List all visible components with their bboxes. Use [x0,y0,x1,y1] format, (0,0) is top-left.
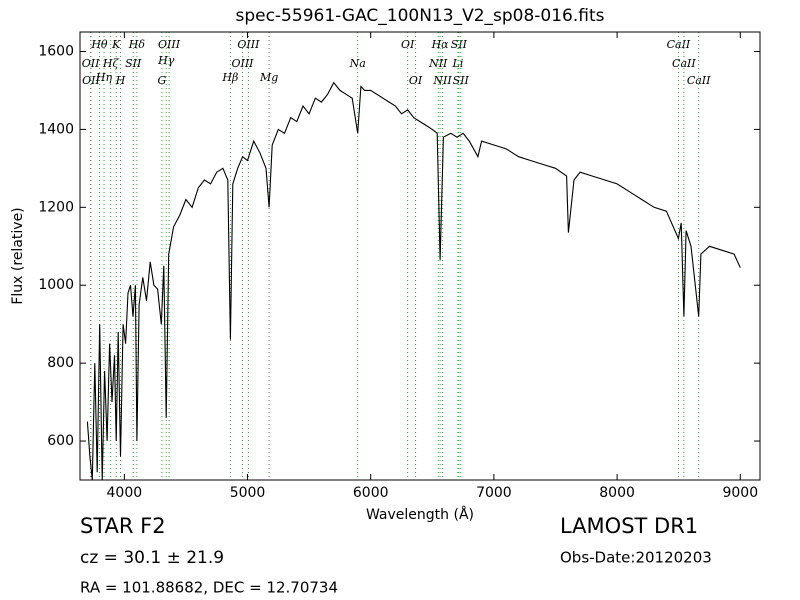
spectral-line-label: OII [82,74,100,87]
spectral-line-label: Hζ [102,57,120,70]
x-tick-label: 4000 [107,485,143,501]
spectral-line-label: K [111,38,121,51]
spectral-line-label: Hα [431,38,450,51]
spectral-line-label: NII [428,57,448,70]
y-tick-label: 800 [47,355,74,371]
x-tick-label: 6000 [353,485,389,501]
spectral-line-label: OII [82,57,100,70]
x-tick-label: 7000 [476,485,512,501]
chart-title: spec-55961-GAC_100N13_V2_sp08-016.fits [235,6,604,26]
object-class: STAR F2 [80,514,166,538]
spectral-line-label: OIII [231,57,254,70]
obs-date: Obs-Date:20120203 [560,549,712,567]
y-axis-label: Flux (relative) [10,207,26,304]
x-tick-label: 8000 [599,485,635,501]
x-tick-label: 5000 [230,485,266,501]
spectral-line-label: CaII [672,57,696,70]
spectral-line-label: SII [451,38,468,51]
spectral-line-label: OI [401,38,415,51]
survey: LAMOST DR1 [560,514,698,538]
x-axis-label: Wavelength (Å) [366,506,474,523]
spectral-line-label: Hη [95,71,113,84]
y-tick-label: 600 [47,433,74,449]
y-tick-label: 1000 [38,277,74,293]
spectral-line-label: CaII [667,38,691,51]
y-tick-label: 1400 [38,121,74,137]
spectral-line-label: CaII [687,74,711,87]
spectral-line-label: OIII [237,38,260,51]
spectral-line-label: SII [453,74,470,87]
spectral-line-label: Hβ [221,71,238,84]
spectral-line-label: OI [409,74,423,87]
y-tick-label: 1600 [38,43,74,59]
spectral-line-label: Hθ [90,38,108,51]
coordinates: RA = 101.88682, DEC = 12.70734 [80,579,338,597]
spectral-line-label: Hδ [128,38,146,51]
spectral-line-label: Mg [259,71,278,84]
redshift: cz = 30.1 ± 21.9 [80,548,224,568]
spectral-line-label: G [158,74,167,87]
spectral-line-label: Li [452,57,464,70]
spectrum-line [86,81,741,480]
spectral-line-label: Hγ [157,54,175,67]
spectral-line-label: SII [125,57,142,70]
y-tick-label: 1200 [38,199,74,215]
spectral-line-label: NII [432,74,452,87]
spectral-line-label: Na [349,57,366,70]
spectral-line-label: H [115,74,126,87]
spectral-line-label: OIII [158,38,181,51]
plot-frame [79,31,761,481]
x-tick-label: 9000 [722,485,758,501]
